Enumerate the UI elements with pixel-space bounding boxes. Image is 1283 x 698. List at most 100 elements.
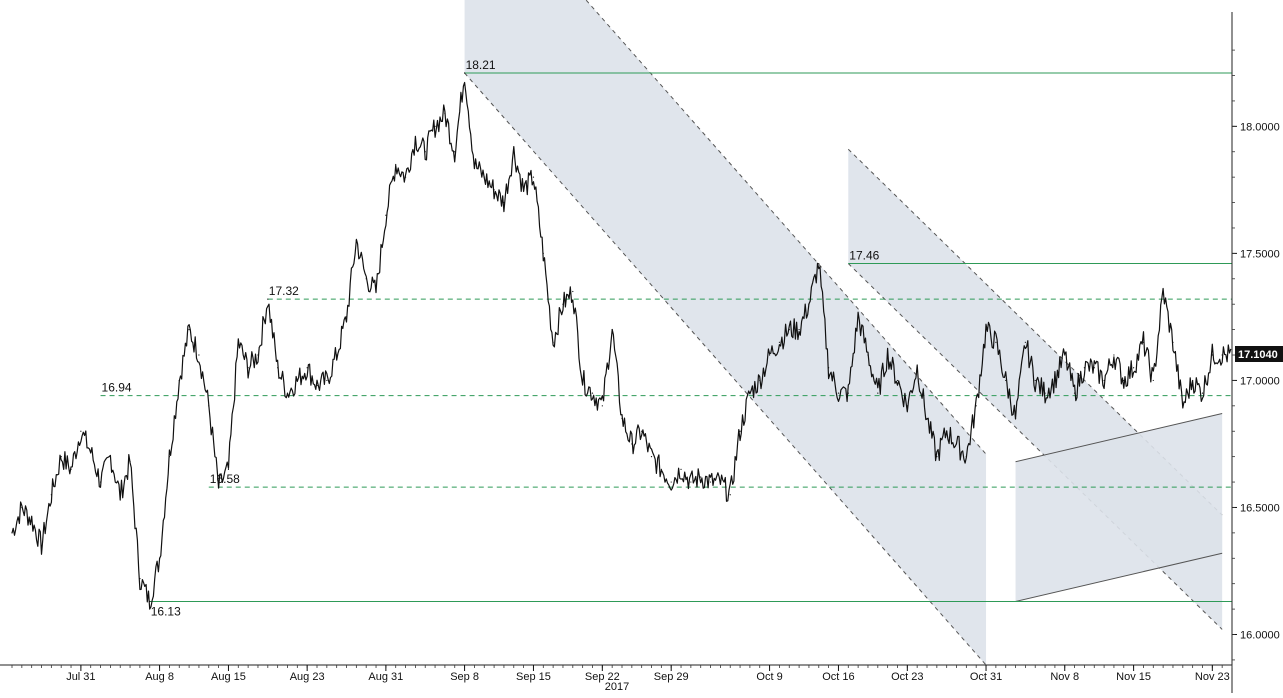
- price-point: [385, 214, 387, 216]
- trend-channel-1-upper: [464, 72, 987, 666]
- price-point: [503, 201, 505, 204]
- y-tick-label: 16.0000: [1240, 630, 1280, 642]
- x-tick-label: Jul 31: [66, 671, 95, 683]
- price-point: [119, 494, 121, 496]
- y-tick-label: 16.5000: [1240, 502, 1280, 514]
- price-point: [837, 392, 840, 394]
- price-point: [572, 290, 574, 293]
- price-point: [267, 298, 269, 300]
- price-point: [247, 367, 249, 369]
- price-point: [1123, 379, 1125, 382]
- price-point: [542, 252, 544, 254]
- x-tick-label: Aug 8: [145, 671, 174, 683]
- price-point: [483, 176, 485, 178]
- price-point: [1152, 379, 1154, 382]
- price-point: [552, 341, 554, 343]
- price-point: [582, 379, 584, 382]
- price-point: [227, 468, 230, 470]
- price-point: [31, 519, 33, 521]
- price-point: [188, 329, 190, 331]
- trend-channel-2-upper: [847, 263, 1223, 630]
- level-label-18-21: 18.21: [466, 58, 496, 72]
- price-point: [139, 578, 141, 580]
- price-point: [257, 354, 259, 356]
- trend-channel-3: [1015, 413, 1223, 602]
- price-point: [532, 176, 535, 178]
- price-point: [1201, 392, 1204, 394]
- price-point: [788, 329, 790, 331]
- price-point: [680, 468, 682, 470]
- price-point: [523, 189, 525, 191]
- x-tick-label: Sep 8: [450, 671, 479, 683]
- price-point: [345, 316, 348, 318]
- price-point: [109, 456, 111, 458]
- price-point: [660, 468, 662, 470]
- price-point: [1044, 392, 1046, 394]
- level-label-16-94: 16.94: [102, 381, 132, 395]
- price-point: [1192, 379, 1194, 382]
- price-point: [896, 379, 899, 382]
- price-point: [493, 189, 495, 191]
- price-point: [1014, 417, 1017, 420]
- x-tick-label: Nov 15: [1116, 671, 1151, 683]
- x-tick-label: Oct 31: [970, 671, 1002, 683]
- price-point: [286, 392, 289, 394]
- price-point: [1064, 354, 1066, 356]
- price-point: [424, 151, 426, 153]
- series-layer: [11, 72, 1232, 610]
- price-point: [336, 354, 338, 356]
- price-point: [129, 461, 131, 463]
- price-point: [444, 113, 446, 115]
- price-point: [218, 486, 220, 488]
- price-point: [985, 329, 987, 331]
- price-point: [70, 468, 72, 470]
- price-point: [867, 354, 869, 356]
- y-tick-label: 17.5000: [1240, 248, 1280, 260]
- price-point: [40, 544, 43, 547]
- price-point: [473, 163, 476, 166]
- price-point: [365, 278, 367, 280]
- y-tick-label: 17.0000: [1240, 375, 1280, 387]
- annotation-layer: 18.21 17.46 17.32 16.94 16.58 16.13: [102, 58, 880, 618]
- trend-channel-3-upper: [1015, 412, 1223, 463]
- price-point: [729, 494, 731, 496]
- price-point: [995, 341, 997, 343]
- price-point: [739, 430, 741, 432]
- price-point: [670, 481, 672, 483]
- price-point: [965, 456, 967, 458]
- price-series-line: [11, 81, 1232, 610]
- x-tick-label: Nov 23: [1195, 671, 1230, 683]
- price-point: [847, 392, 849, 394]
- level-label-17-46: 17.46: [849, 249, 879, 263]
- price-point: [1005, 379, 1007, 382]
- price-point: [1034, 379, 1036, 382]
- current-value-label: 17.1040: [1238, 349, 1278, 361]
- price-point: [955, 443, 958, 445]
- price-point: [11, 532, 13, 534]
- price-point: [808, 303, 810, 305]
- price-point: [316, 384, 318, 387]
- price-point: [975, 405, 977, 407]
- price-point: [650, 456, 653, 458]
- price-point: [454, 151, 456, 153]
- axes-layer: Jul 31 Aug 8 Aug 15 Aug 23 Aug 31 Sep 8 Sep 15…: [0, 12, 1283, 693]
- price-point: [631, 443, 633, 445]
- price-point: [21, 506, 23, 509]
- price-point: [1162, 290, 1164, 293]
- x-tick-label: Aug 31: [368, 671, 403, 683]
- price-point: [916, 367, 918, 369]
- x-tick-label: Aug 23: [290, 671, 325, 683]
- price-point: [798, 329, 800, 331]
- price-point: [296, 379, 298, 382]
- price-point: [306, 367, 308, 369]
- price-point: [395, 163, 397, 166]
- level-label-16-58: 16.58: [210, 472, 240, 486]
- price-point: [591, 392, 594, 394]
- price-point: [1172, 341, 1174, 343]
- level-lines-layer: [100, 72, 1232, 602]
- trend-channel-3-lower: [1015, 552, 1223, 602]
- price-point: [434, 125, 436, 127]
- y-tick-label: 18.0000: [1240, 121, 1280, 133]
- price-point: [828, 367, 830, 369]
